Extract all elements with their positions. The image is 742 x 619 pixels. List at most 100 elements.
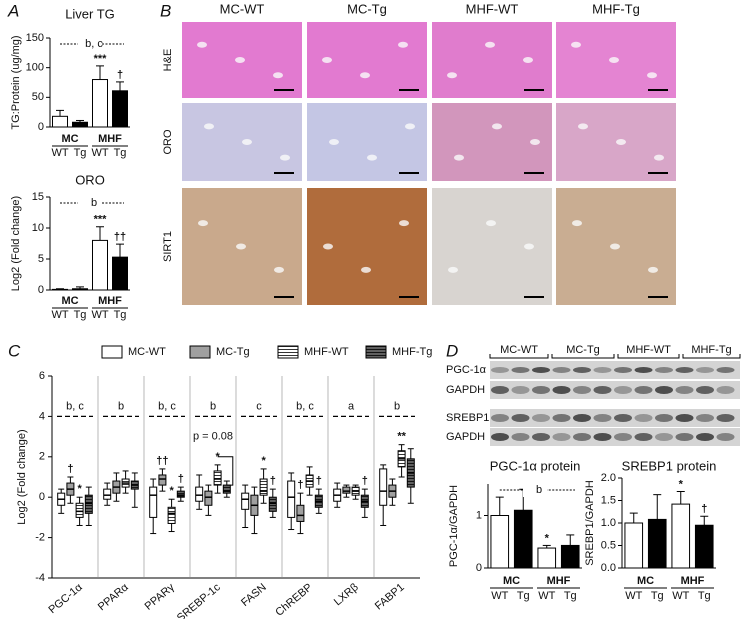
blot-row-label: SREBP1: [446, 412, 489, 424]
blot-band: [511, 367, 530, 373]
bracket-bg: [78, 37, 102, 51]
box: [241, 492, 250, 510]
blot-band: [593, 414, 612, 422]
blot-band: [716, 367, 735, 373]
blot-row-label: GAPDH: [446, 384, 485, 396]
box: [84, 494, 93, 514]
vessel: [360, 72, 370, 79]
box: [222, 484, 231, 494]
legend-label: MC-Tg: [216, 346, 250, 358]
vessel: [280, 154, 290, 161]
vessel: [571, 41, 581, 48]
blot-band: [696, 367, 714, 373]
y-tick-label: 150: [26, 32, 44, 44]
significance: *: [261, 455, 266, 467]
bar: [72, 288, 88, 291]
panel-label: A: [7, 1, 19, 20]
blot-band: [552, 367, 571, 373]
blot-band: [573, 386, 591, 394]
blot-band: [716, 433, 735, 441]
bracket-label: b, c: [85, 38, 103, 50]
y-tick-label: 0: [38, 121, 44, 133]
significance: †: [297, 479, 303, 491]
y-tick-label: 0: [38, 284, 44, 296]
y-tick-label: 0: [39, 491, 45, 503]
vessel: [204, 123, 214, 130]
vessel: [274, 266, 284, 273]
blot-band: [552, 414, 571, 422]
box: [296, 504, 305, 522]
y-tick-label: 1: [476, 509, 482, 521]
legend-swatch: [189, 345, 211, 359]
x-tick-label: Tg: [74, 309, 87, 321]
vessel: [572, 220, 582, 227]
vessel: [236, 243, 246, 250]
vessel: [398, 41, 408, 48]
x-tick-label: FASN: [239, 581, 269, 609]
significance: *: [77, 483, 82, 495]
box: [259, 478, 268, 496]
blot-band: [655, 414, 673, 422]
blot-band: [532, 414, 550, 422]
panel-label: C: [8, 341, 21, 360]
blot-band: [634, 433, 653, 441]
x-tick-label: WT: [491, 590, 508, 602]
x-tick-label: Tg: [114, 309, 127, 321]
bar: [537, 547, 557, 569]
blot-group-label: MHF-Tg: [691, 344, 731, 356]
letter-label: c: [256, 400, 262, 412]
blot-row-label: PGC-1α: [446, 364, 487, 376]
significance: †: [362, 475, 368, 487]
vessel: [323, 243, 333, 250]
y-axis-title: SREBP1/GAPDH: [584, 480, 596, 566]
blot-band: [573, 414, 591, 422]
blot-band: [696, 386, 714, 394]
bracket-bg: [523, 483, 547, 497]
vessel: [273, 72, 283, 79]
blot-band: [655, 367, 673, 373]
blot-bracket: [617, 354, 680, 359]
blot-band: [675, 386, 694, 394]
vessel: [367, 154, 377, 161]
blot-band: [593, 433, 612, 441]
x-tick-label: SREBP-1c: [175, 581, 223, 619]
blot-bracket: [551, 354, 615, 359]
significance: †: [701, 503, 707, 515]
group-label: MC: [503, 575, 520, 587]
y-axis-title: Log2 (Fold change): [10, 196, 22, 291]
y-tick-label: -4: [35, 572, 45, 584]
y-tick-label: 50: [32, 91, 44, 103]
vessel: [198, 220, 208, 227]
box: [213, 470, 222, 486]
column-label: MC-WT: [220, 1, 265, 16]
legend-swatch: [277, 345, 299, 359]
letter-label: b: [210, 400, 216, 412]
vessel: [322, 57, 332, 63]
significance: *: [169, 485, 174, 497]
y-axis-title: PGC-1α/GAPDH: [448, 485, 460, 567]
y-tick-label: 0.5: [601, 539, 616, 551]
chart-title: ORO: [75, 172, 105, 187]
significance: *: [679, 478, 684, 490]
x-tick-label: Tg: [517, 590, 530, 602]
y-tick-label: 10: [32, 222, 44, 234]
blot-band: [532, 386, 550, 394]
significance: †: [67, 463, 73, 475]
vessel: [492, 123, 502, 130]
blot-band: [511, 433, 530, 441]
blot-bracket: [682, 354, 741, 359]
blot-band: [634, 367, 653, 373]
blot-band: [655, 386, 673, 394]
significance: ††: [156, 455, 168, 467]
vessel: [578, 123, 588, 130]
vessel: [648, 266, 658, 273]
significance: ***: [94, 53, 108, 65]
legend-label: MC-WT: [128, 346, 166, 358]
blot-row-label: GAPDH: [446, 431, 485, 443]
blot-band: [675, 367, 694, 373]
x-tick-label: Tg: [74, 147, 87, 159]
y-tick-label: 2.0: [601, 472, 616, 484]
vessel: [486, 220, 496, 227]
blot-band: [614, 386, 632, 394]
blot-band: [573, 433, 591, 441]
